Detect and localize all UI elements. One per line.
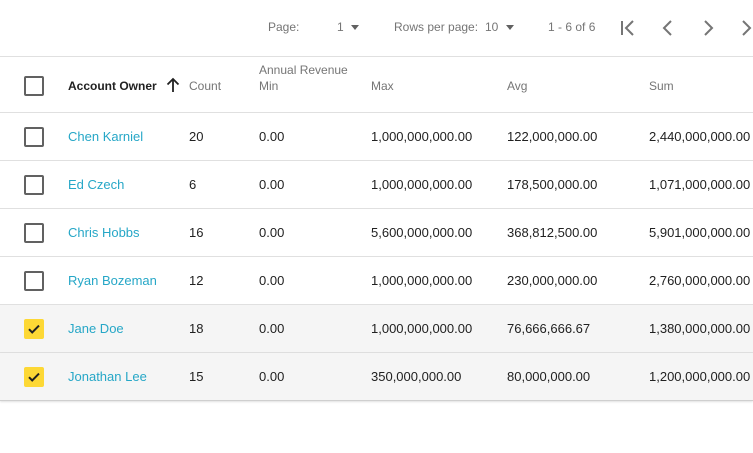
min-cell: 0.00	[259, 129, 285, 144]
count-cell: 20	[189, 129, 204, 144]
first-page-icon[interactable]	[616, 16, 640, 40]
column-header-sum[interactable]: Sum	[649, 79, 674, 93]
max-cell: 1,000,000,000.00	[371, 177, 473, 192]
sum-cell: 2,760,000,000.00	[649, 273, 751, 288]
pagination-bar: Page: 1 Rows per page: 10 1 - 6 of 6	[0, 0, 753, 56]
count-cell: 6	[189, 177, 197, 192]
count-cell: 18	[189, 321, 204, 336]
avg-cell: 122,000,000.00	[507, 129, 598, 144]
row-checkbox[interactable]	[24, 271, 44, 291]
page-select-caret-icon[interactable]	[351, 25, 359, 30]
page-label: Page:	[268, 20, 300, 34]
chevron-right-icon[interactable]	[696, 16, 720, 40]
check-icon	[28, 324, 40, 334]
last-page-icon[interactable]	[736, 16, 753, 40]
rows-per-page-label: Rows per page:	[394, 20, 479, 34]
row-checkbox-checked[interactable]	[24, 367, 44, 387]
avg-cell: 80,000,000.00	[507, 369, 591, 384]
account-owner-link[interactable]: Chen Karniel	[68, 129, 144, 144]
sum-cell: 1,200,000,000.00	[649, 369, 751, 384]
column-group-annual-revenue: Annual Revenue	[259, 63, 348, 77]
row-checkbox[interactable]	[24, 175, 44, 195]
chevron-left-icon[interactable]	[656, 16, 680, 40]
min-cell: 0.00	[259, 369, 285, 384]
table-row[interactable]: Ryan Bozeman 12 0.00 1,000,000,000.00 23…	[0, 257, 753, 305]
data-table: Account Owner Count Annual Revenue Min M…	[0, 56, 753, 401]
count-cell: 12	[189, 273, 204, 288]
column-header-min[interactable]: Min	[259, 79, 279, 93]
page-range-text: 1 - 6 of 6	[548, 20, 596, 34]
table-header-row: Account Owner Count Annual Revenue Min M…	[0, 56, 753, 113]
count-cell: 15	[189, 369, 204, 384]
account-owner-link[interactable]: Jane Doe	[68, 321, 124, 336]
min-cell: 0.00	[259, 177, 285, 192]
rows-per-page-select[interactable]: 10	[485, 20, 499, 34]
rows-per-page-caret-icon[interactable]	[506, 25, 514, 30]
account-owner-link[interactable]: Chris Hobbs	[68, 225, 140, 240]
column-header-max[interactable]: Max	[371, 79, 394, 93]
sum-cell: 1,380,000,000.00	[649, 321, 751, 336]
account-owner-link[interactable]: Ed Czech	[68, 177, 125, 192]
column-header-avg[interactable]: Avg	[507, 79, 528, 93]
account-owner-link[interactable]: Jonathan Lee	[68, 369, 147, 384]
min-cell: 0.00	[259, 273, 285, 288]
row-checkbox[interactable]	[24, 223, 44, 243]
row-checkbox-checked[interactable]	[24, 319, 44, 339]
account-owner-link[interactable]: Ryan Bozeman	[68, 273, 157, 288]
max-cell: 1,000,000,000.00	[371, 129, 473, 144]
page-select[interactable]: 1	[337, 20, 344, 34]
count-cell: 16	[189, 225, 204, 240]
sum-cell: 1,071,000,000.00	[649, 177, 751, 192]
min-cell: 0.00	[259, 321, 285, 336]
table-row[interactable]: Jonathan Lee 15 0.00 350,000,000.00 80,0…	[0, 353, 753, 401]
avg-cell: 76,666,666.67	[507, 321, 591, 336]
select-all-checkbox[interactable]	[24, 76, 44, 96]
table-row[interactable]: Chris Hobbs 16 0.00 5,600,000,000.00 368…	[0, 209, 753, 257]
avg-cell: 178,500,000.00	[507, 177, 598, 192]
table-row[interactable]: Ed Czech 6 0.00 1,000,000,000.00 178,500…	[0, 161, 753, 209]
max-cell: 350,000,000.00	[371, 369, 462, 384]
max-cell: 5,600,000,000.00	[371, 225, 473, 240]
avg-cell: 230,000,000.00	[507, 273, 598, 288]
column-header-account-owner[interactable]: Account Owner	[68, 79, 157, 93]
arrow-up-icon[interactable]	[164, 76, 182, 94]
row-checkbox[interactable]	[24, 127, 44, 147]
min-cell: 0.00	[259, 225, 285, 240]
max-cell: 1,000,000,000.00	[371, 273, 473, 288]
table-row[interactable]: Chen Karniel 20 0.00 1,000,000,000.00 12…	[0, 113, 753, 161]
check-icon	[28, 372, 40, 382]
column-header-count[interactable]: Count	[189, 79, 222, 93]
sum-cell: 2,440,000,000.00	[649, 129, 751, 144]
avg-cell: 368,812,500.00	[507, 225, 598, 240]
sum-cell: 5,901,000,000.00	[649, 225, 751, 240]
max-cell: 1,000,000,000.00	[371, 321, 473, 336]
table-row[interactable]: Jane Doe 18 0.00 1,000,000,000.00 76,666…	[0, 305, 753, 353]
